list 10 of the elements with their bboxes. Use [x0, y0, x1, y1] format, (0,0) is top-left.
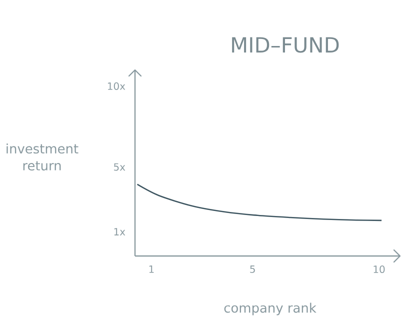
x-tick-label: 5: [250, 266, 255, 273]
y-tick-label: 5x: [114, 163, 126, 171]
y-tick-label: 1x: [114, 228, 126, 236]
chart-title: MID–FUND: [232, 37, 339, 53]
y-axis-title: investment return: [6, 144, 78, 170]
x-tick-label: 10: [374, 266, 385, 274]
y-tick-label: 10x: [108, 82, 126, 90]
x-axis-title: company rank: [224, 302, 316, 316]
line-series: [136, 184, 382, 222]
x-tick-label: 1: [149, 266, 154, 273]
